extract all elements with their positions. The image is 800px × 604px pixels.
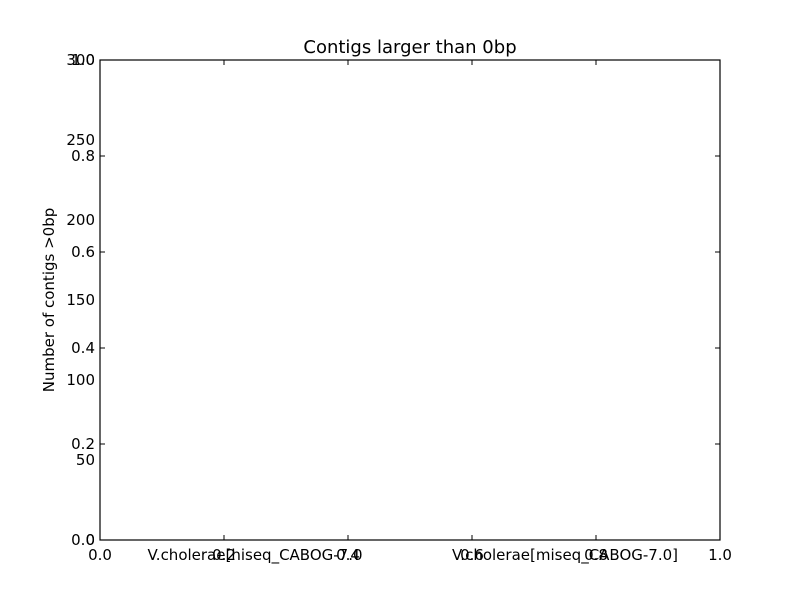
- y-tick-label: 250: [66, 131, 95, 149]
- x-overlay-tick-label: 0.2: [212, 546, 236, 564]
- y-overlay-tick-label: 1.0: [71, 51, 95, 69]
- y-tick-label: 200: [66, 211, 95, 229]
- x-overlay-tick-label: 0.6: [460, 546, 484, 564]
- y-overlay-tick-label: 0.0: [71, 531, 95, 549]
- plot-area-frame: [99, 59, 721, 541]
- x-category-label: V.cholerae[hiseq_CABOG-7.0: [147, 546, 362, 565]
- y-axis-label: Number of contigs >0bp: [40, 208, 58, 393]
- x-overlay-tick-label: 1.0: [708, 546, 732, 564]
- y-tick-label: 150: [66, 291, 95, 309]
- labels-layer: 0 50 100 150 200 250 300 V.cholerae[hiseq_CABOG…: [66, 51, 732, 565]
- y-overlay-tick-label: 0.6: [71, 243, 95, 261]
- y-tick-label: 100: [66, 371, 95, 389]
- x-overlay-tick-label: 0.0: [88, 546, 112, 564]
- x-overlay-tick-label: 0.4: [336, 546, 360, 564]
- x-overlay-tick-label: 0.8: [584, 546, 608, 564]
- chart-title: Contigs larger than 0bp: [303, 37, 516, 58]
- y-tick-label: 300: [66, 51, 95, 69]
- y-tick-label: 50: [76, 451, 95, 469]
- y-overlay-tick-label: 0.2: [71, 435, 95, 453]
- y-overlay-tick-label: 0.8: [71, 147, 95, 165]
- y-tick-label: 0: [85, 531, 95, 549]
- y-overlay-tick-label: 0.4: [71, 339, 95, 357]
- x-category-label: V.cholerae[miseq_CABOG-7.0]: [452, 546, 678, 565]
